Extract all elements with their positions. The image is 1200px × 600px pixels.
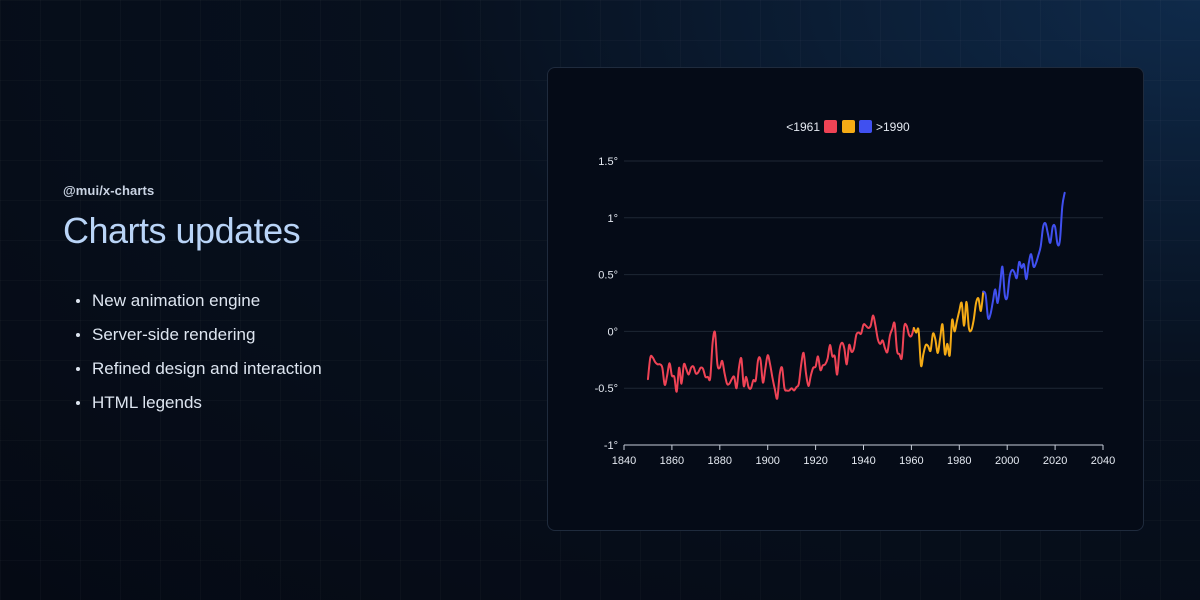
chart-grid — [624, 160, 1103, 389]
legend-swatch-blue — [859, 120, 872, 133]
x-tick-label: 1980 — [947, 455, 971, 467]
series-line-1 — [912, 290, 985, 368]
feature-item: Refined design and interaction — [63, 352, 503, 386]
legend-swatch-red — [824, 120, 837, 133]
chart-card: <1961 >1990 -1° -0.5° 0° 0.5° 1° 1.5° 1840 186… — [547, 67, 1144, 531]
y-tick-label: -1° — [604, 440, 618, 452]
x-tick-label: 1860 — [660, 455, 684, 467]
x-axis: 1840 1860 1880 1900 1920 1940 1960 1980 2000 2020… — [612, 444, 1115, 467]
x-tick-label: 1840 — [612, 455, 636, 467]
legend-label-after-1990: >1990 — [876, 120, 910, 134]
series-line-0 — [646, 314, 915, 400]
feature-item: Server-side rendering — [63, 318, 503, 352]
x-tick-label: 2000 — [995, 455, 1019, 467]
x-tick-label: 2020 — [1043, 455, 1067, 467]
y-tick-label: -0.5° — [595, 383, 618, 395]
x-tick-label: 1960 — [899, 455, 923, 467]
legend-label-before-1961: <1961 — [786, 120, 820, 134]
x-tick-label: 1900 — [755, 455, 779, 467]
x-tick-label: 1940 — [851, 455, 875, 467]
package-name: @mui/x-charts — [63, 183, 155, 198]
y-tick-label: 1° — [607, 213, 618, 225]
x-tick-label: 1920 — [803, 455, 827, 467]
series-line-2 — [982, 191, 1066, 320]
x-tick-label: 2040 — [1091, 455, 1115, 467]
feature-item: HTML legends — [63, 386, 503, 420]
feature-list: New animation engine Server-side renderi… — [63, 284, 503, 420]
chart-legend: <1961 >1990 — [786, 120, 910, 134]
feature-item: New animation engine — [63, 284, 503, 318]
x-tick-label: 1880 — [708, 455, 732, 467]
page-title: Charts updates — [63, 210, 301, 251]
y-tick-label: 1.5° — [598, 156, 618, 168]
y-axis: -1° -0.5° 0° 0.5° 1° 1.5° — [595, 156, 618, 452]
y-tick-label: 0° — [607, 326, 618, 338]
chart-series — [646, 191, 1066, 400]
intro-panel: @mui/x-charts Charts updates New animati… — [63, 183, 503, 420]
temperature-line-chart: <1961 >1990 -1° -0.5° 0° 0.5° 1° 1.5° 1840 186… — [595, 120, 1115, 467]
legend-swatch-orange — [842, 120, 855, 133]
y-tick-label: 0.5° — [598, 270, 618, 282]
